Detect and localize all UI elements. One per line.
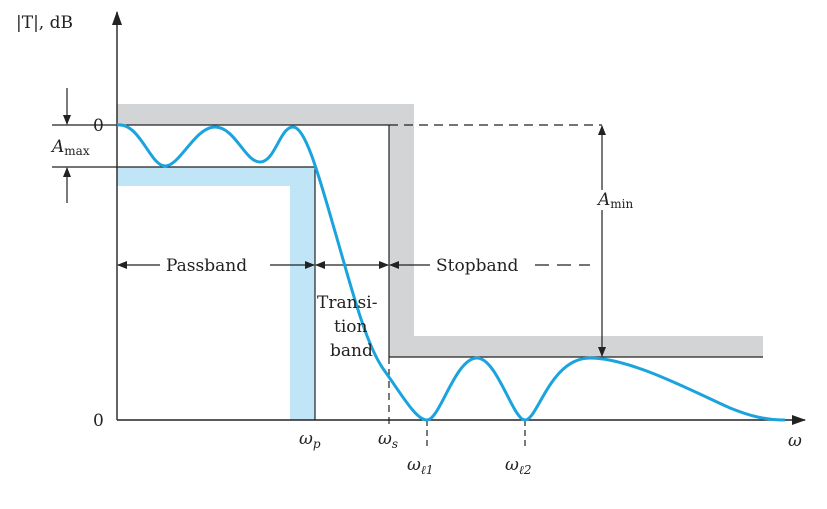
zero-top-label: 0 xyxy=(93,116,104,136)
amin-label: Amin xyxy=(596,190,633,211)
wl1-label: ωℓ1 xyxy=(407,455,434,477)
stopband-mask xyxy=(117,104,763,357)
wp-label: ωp xyxy=(299,429,321,451)
y-axis-label: |T|, dB xyxy=(16,13,73,33)
zero-bottom-label: 0 xyxy=(93,411,104,431)
transition-label-line3: band xyxy=(330,341,373,361)
x-axis-label: ω xyxy=(788,431,802,451)
passband-mask xyxy=(117,167,315,420)
ws-label: ωs xyxy=(378,429,398,451)
response-curve xyxy=(116,123,786,422)
transition-label-line2: tion xyxy=(334,317,368,337)
stopband-label: Stopband xyxy=(436,256,519,276)
svg-text:|T|, dB: |T|, dB xyxy=(16,13,73,33)
transition-label-line1: Transi- xyxy=(317,293,377,313)
wl2-label: ωℓ2 xyxy=(505,455,532,477)
passband-label: Passband xyxy=(166,256,247,276)
amax-label: Amax xyxy=(50,137,90,158)
